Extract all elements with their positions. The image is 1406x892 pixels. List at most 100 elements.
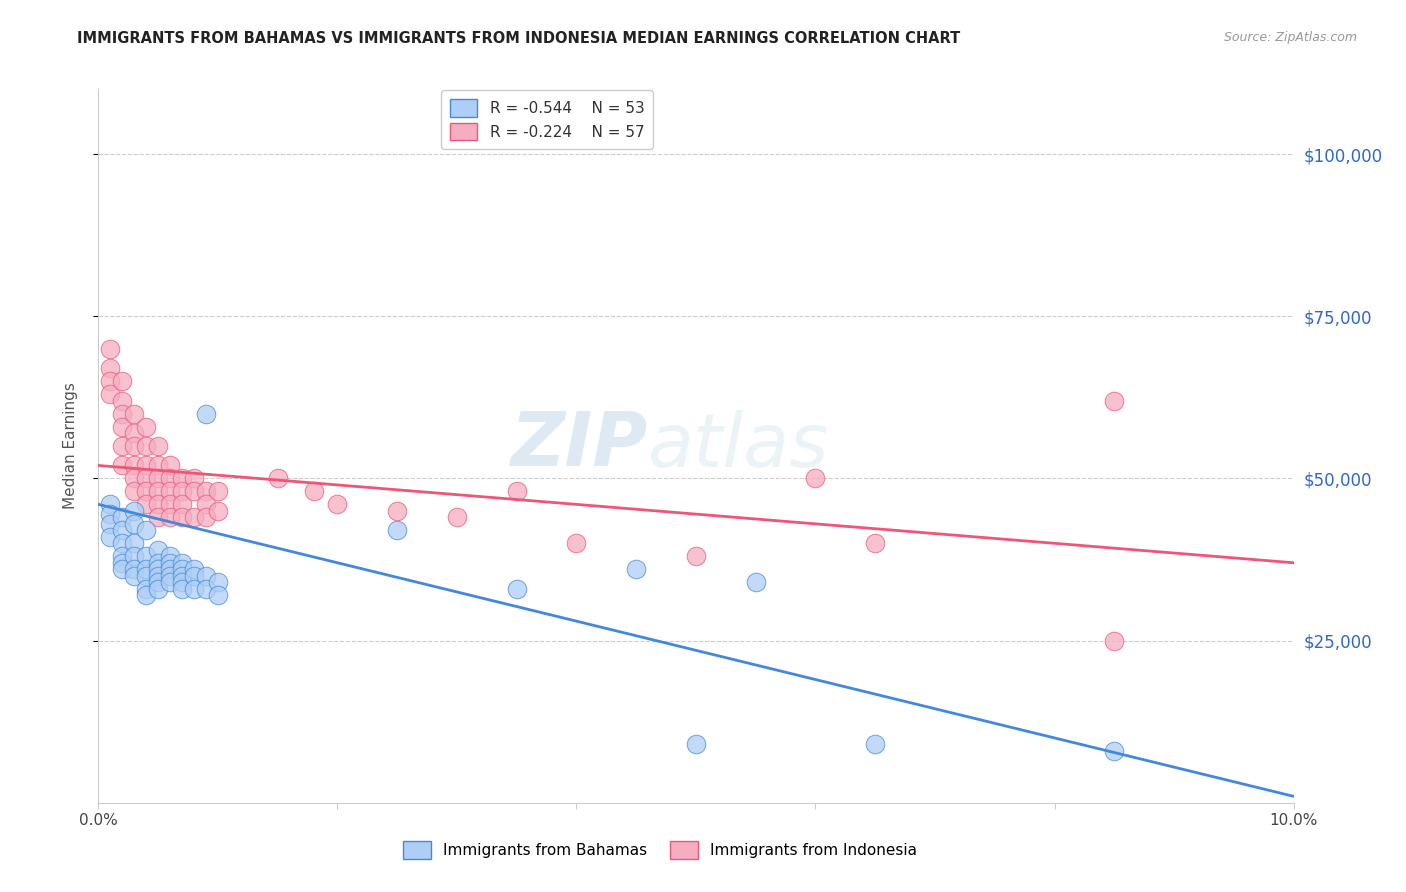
Point xyxy=(183,582,205,596)
Point xyxy=(195,510,218,524)
Point xyxy=(148,582,170,596)
Point xyxy=(865,738,887,752)
Point xyxy=(302,484,325,499)
Point xyxy=(135,458,157,473)
Point xyxy=(124,439,146,453)
Point xyxy=(385,504,409,518)
Text: atlas: atlas xyxy=(648,410,830,482)
Point xyxy=(565,536,588,550)
Point xyxy=(135,484,157,499)
Point xyxy=(195,407,218,421)
Point xyxy=(148,542,170,557)
Point xyxy=(148,562,170,576)
Point xyxy=(207,575,229,590)
Point xyxy=(172,582,194,596)
Point xyxy=(172,556,194,570)
Point xyxy=(159,458,181,473)
Point xyxy=(98,530,122,544)
Point xyxy=(124,562,146,576)
Point xyxy=(385,524,409,538)
Point xyxy=(148,439,170,453)
Point xyxy=(195,582,218,596)
Point xyxy=(183,568,205,582)
Point xyxy=(135,562,157,576)
Point xyxy=(124,407,146,421)
Point xyxy=(98,374,122,388)
Y-axis label: Median Earnings: Median Earnings xyxy=(63,383,77,509)
Point xyxy=(172,568,194,582)
Point xyxy=(148,497,170,511)
Point xyxy=(326,497,349,511)
Point xyxy=(148,471,170,485)
Point xyxy=(111,439,134,453)
Point xyxy=(111,393,134,408)
Point xyxy=(195,497,218,511)
Text: IMMIGRANTS FROM BAHAMAS VS IMMIGRANTS FROM INDONESIA MEDIAN EARNINGS CORRELATION: IMMIGRANTS FROM BAHAMAS VS IMMIGRANTS FR… xyxy=(77,31,960,46)
Text: Source: ZipAtlas.com: Source: ZipAtlas.com xyxy=(1223,31,1357,45)
Point xyxy=(148,556,170,570)
Point xyxy=(183,471,205,485)
Point xyxy=(159,510,181,524)
Point xyxy=(159,575,181,590)
Point xyxy=(804,471,827,485)
Point xyxy=(172,471,194,485)
Point xyxy=(111,549,134,564)
Point xyxy=(172,484,194,499)
Point xyxy=(195,484,218,499)
Point xyxy=(111,524,134,538)
Point xyxy=(506,582,529,596)
Point xyxy=(135,497,157,511)
Point xyxy=(124,516,146,531)
Point xyxy=(626,562,648,576)
Point xyxy=(207,484,229,499)
Point xyxy=(111,458,134,473)
Point xyxy=(207,588,229,602)
Point xyxy=(446,510,468,524)
Point xyxy=(159,549,181,564)
Point xyxy=(148,568,170,582)
Point xyxy=(183,562,205,576)
Point xyxy=(1104,393,1126,408)
Point xyxy=(159,484,181,499)
Point xyxy=(111,562,134,576)
Point xyxy=(159,497,181,511)
Point xyxy=(159,568,181,582)
Point xyxy=(111,556,134,570)
Point xyxy=(98,497,122,511)
Point xyxy=(685,738,707,752)
Point xyxy=(124,425,146,440)
Point xyxy=(183,484,205,499)
Point xyxy=(267,471,290,485)
Point xyxy=(1104,633,1126,648)
Point xyxy=(148,510,170,524)
Point xyxy=(195,568,218,582)
Point xyxy=(135,419,157,434)
Point xyxy=(159,556,181,570)
Point xyxy=(124,484,146,499)
Point xyxy=(135,582,157,596)
Point xyxy=(172,562,194,576)
Point xyxy=(124,458,146,473)
Point xyxy=(1104,744,1126,758)
Point xyxy=(172,497,194,511)
Point xyxy=(124,549,146,564)
Point xyxy=(148,575,170,590)
Point xyxy=(135,524,157,538)
Text: ZIP: ZIP xyxy=(510,409,648,483)
Point xyxy=(506,484,529,499)
Point xyxy=(124,568,146,582)
Point xyxy=(124,536,146,550)
Point xyxy=(98,342,122,356)
Point xyxy=(98,361,122,376)
Point xyxy=(172,510,194,524)
Legend: Immigrants from Bahamas, Immigrants from Indonesia: Immigrants from Bahamas, Immigrants from… xyxy=(395,834,925,866)
Point xyxy=(159,562,181,576)
Point xyxy=(135,439,157,453)
Point xyxy=(685,549,707,564)
Point xyxy=(135,588,157,602)
Point xyxy=(148,458,170,473)
Point xyxy=(98,516,122,531)
Point xyxy=(124,504,146,518)
Point xyxy=(745,575,768,590)
Point xyxy=(183,510,205,524)
